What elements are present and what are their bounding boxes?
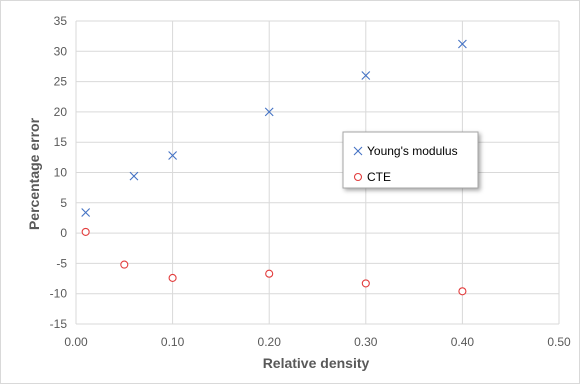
y-tick-labels: -15 -10 -5 0 5 10 15 20 25 30 35 [50, 14, 68, 331]
x-tick-label: 0.00 [64, 335, 88, 349]
y-tick-label: 20 [54, 105, 68, 119]
legend-box [342, 131, 479, 189]
legend-marker-cte [353, 172, 363, 182]
cte-point [458, 287, 467, 296]
legend-label-cte: CTE [367, 170, 391, 184]
y-axis-title: Percentage error [26, 117, 42, 230]
legend: Young's modulus CTE [342, 131, 479, 189]
y-tick-label: 30 [54, 44, 68, 58]
x-tick-label: 0.40 [451, 335, 475, 349]
cte-point [120, 260, 129, 269]
x-tick-label: 0.50 [547, 335, 571, 349]
youngs-modulus-point [129, 171, 139, 181]
y-tick-label: -5 [56, 256, 67, 270]
x-axis-title: Relative density [263, 355, 370, 371]
x-tick-labels: 0.00 0.10 0.20 0.30 0.40 0.50 [64, 335, 571, 349]
y-tick-label: 0 [60, 226, 67, 240]
youngs-modulus-point [458, 39, 467, 49]
y-tick-label: 15 [54, 135, 68, 149]
cte-point [168, 273, 177, 282]
y-tick-label: -10 [50, 287, 68, 301]
y-tick-label: 35 [54, 14, 68, 28]
x-tick-label: 0.10 [161, 335, 185, 349]
youngs-modulus-point [264, 107, 274, 117]
data-points [81, 39, 467, 296]
y-tick-label: 10 [54, 166, 68, 180]
y-tick-label: 5 [60, 196, 67, 210]
youngs-modulus-point [81, 208, 91, 217]
cte-point [361, 279, 370, 288]
legend-marker-youngs-modulus [353, 146, 363, 156]
legend-x-marker [353, 146, 363, 156]
cte-point [81, 227, 90, 236]
y-tick-label: 25 [54, 75, 68, 89]
cte-point [265, 269, 274, 278]
youngs-modulus-point [168, 151, 177, 160]
legend-circle-marker [353, 172, 363, 182]
grid-lines [75, 20, 560, 325]
youngs-modulus-point [361, 71, 371, 80]
x-tick-label: 0.20 [258, 335, 282, 349]
x-tick-label: 0.30 [354, 335, 378, 349]
y-tick-label: -15 [50, 317, 68, 331]
legend-label-youngs-modulus: Young's modulus [367, 144, 458, 158]
